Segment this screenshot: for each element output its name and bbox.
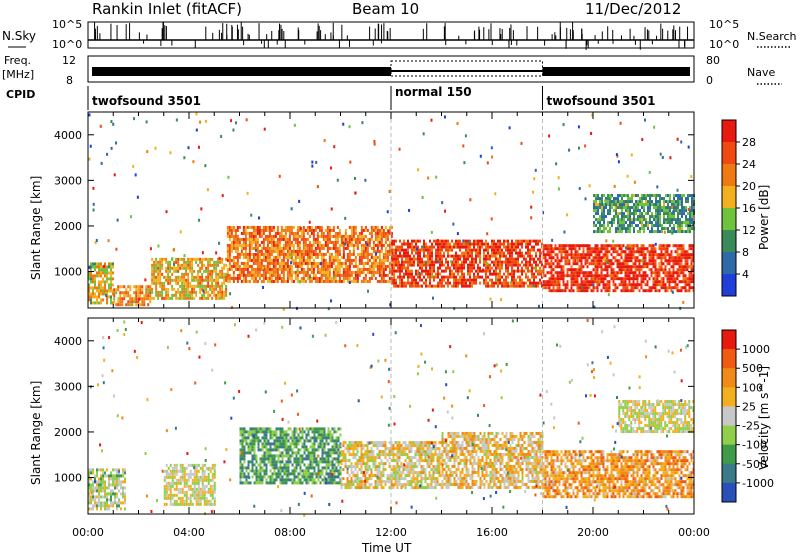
colorbar-tick-label: 100 [742, 381, 763, 394]
power-heatmap [88, 112, 695, 311]
colorbar-swatch [722, 230, 736, 253]
x-tick-label: 00:00 [678, 526, 710, 539]
nsky-panel: N.Sky 10^5 10^0 10^5 10^0 N.Search [2, 18, 797, 51]
cpid-label: CPID [6, 88, 35, 101]
power-grid [390, 112, 543, 308]
velocity-ylabel: Slant Range [km] [29, 381, 43, 485]
y-tick-label: 2000 [54, 220, 82, 233]
colorbar-swatch [722, 186, 736, 209]
freq-tick-high: 12 [62, 54, 76, 67]
x-tick-label: 08:00 [274, 526, 306, 539]
power-panel: 1000 2000 3000 4000 Slant Range [km] [29, 111, 695, 311]
freq-label: Freq. [4, 54, 31, 67]
freq-trace-b [542, 67, 690, 76]
colorbar-swatch [722, 349, 736, 369]
beam-title: Beam 10 [352, 0, 420, 18]
nsky-tick-low: 10^0 [52, 38, 82, 51]
y-tick-label: 4000 [54, 335, 82, 348]
colorbar-tick-label: 16 [742, 202, 756, 215]
nsky-tick-high: 10^5 [52, 18, 82, 31]
power-ylabel: Slant Range [km] [29, 176, 43, 280]
colorbar-swatch [722, 387, 736, 407]
colorbar-swatch [722, 444, 736, 465]
colorbar-tick-label: 500 [742, 362, 763, 375]
y-tick-label: 4000 [54, 129, 82, 142]
colorbar-tick-label: 8 [742, 246, 749, 259]
colorbar-tick-label: 20 [742, 180, 756, 193]
colorbar-swatch [722, 482, 736, 503]
colorbar-swatch [722, 425, 736, 446]
nave-label: Nave [747, 66, 775, 79]
nave-tick-high: 80 [706, 54, 720, 67]
colorbar-tick-label: 4 [742, 268, 749, 281]
freq-trace-a [92, 67, 391, 76]
x-tick-label: 20:00 [577, 526, 609, 539]
colorbar-tick-label: 24 [742, 158, 756, 171]
colorbar-swatch [722, 120, 736, 143]
x-tick-label: 04:00 [173, 526, 205, 539]
y-tick-label: 2000 [54, 426, 82, 439]
cpid-mode-2: normal 150 [395, 85, 472, 99]
y-tick-label: 3000 [54, 174, 82, 187]
power-colorbar-label: Power [dB] [757, 185, 771, 250]
x-tick-label: 00:00 [72, 526, 104, 539]
y-tick-label: 1000 [54, 266, 82, 279]
x-tick-label: 12:00 [375, 526, 407, 539]
nsearch-tick-low: 10^0 [709, 38, 739, 51]
colorbar-swatch [722, 368, 736, 388]
colorbar-swatch [722, 274, 736, 297]
velocity-panel: 1000 2000 3000 4000 00:00 04:00 08:00 12:00 16:… [29, 317, 710, 554]
velocity-heatmap [88, 318, 695, 517]
velocity-colorbar-label: Velocity [m s^-1] [757, 366, 771, 470]
velocity-colorbar: -1000 -500 -100 -25 25 100 500 1000 [721, 329, 774, 503]
colorbar-swatch [722, 252, 736, 275]
velocity-xlabel: Time UT [361, 541, 412, 554]
colorbar-swatch [722, 164, 736, 187]
cpid-mode-1: twofsound 3501 [92, 94, 201, 108]
freq-unit: [MHz] [2, 68, 34, 81]
colorbar-tick-label: 25 [742, 400, 756, 413]
nsearch-tick-high: 10^5 [709, 18, 739, 31]
freq-trace-normal [390, 60, 543, 77]
y-tick-label: 1000 [54, 472, 82, 485]
colorbar-tick-label: -1000 [742, 477, 774, 490]
velocity-x-axis: 00:00 04:00 08:00 12:00 16:00 20:00 00:00 [72, 526, 710, 539]
y-tick-label: 3000 [54, 380, 82, 393]
cpid-row: CPID twofsound 3501 normal 150 twofsound… [6, 85, 655, 110]
freq-panel: Freq. [MHz] 12 8 80 0 Nave [2, 54, 782, 87]
velocity-grid [390, 318, 543, 514]
colorbar-swatch [722, 208, 736, 231]
colorbar-swatch [722, 406, 736, 427]
colorbar-swatch [722, 463, 736, 484]
date-title: 11/Dec/2012 [585, 0, 682, 18]
colorbar-tick-label: 28 [742, 136, 756, 149]
colorbar-swatch [722, 330, 736, 350]
colorbar-tick-label: -25 [742, 420, 760, 433]
colorbar-swatch [722, 142, 736, 165]
freq-tick-low: 8 [66, 74, 73, 87]
cpid-mode-3: twofsound 3501 [547, 94, 656, 108]
power-colorbar: 4 8 12 16 20 24 28 [721, 119, 756, 297]
colorbar-tick-label: 12 [742, 224, 756, 237]
nsearch-label: N.Search [747, 30, 797, 43]
x-tick-label: 16:00 [476, 526, 508, 539]
power-y-axis: 1000 2000 3000 4000 [54, 112, 695, 308]
velocity-y-axis: 1000 2000 3000 4000 [54, 318, 695, 514]
colorbar-tick-label: -100 [742, 439, 767, 452]
colorbar-tick-label: 1000 [742, 343, 770, 356]
nsky-trace [88, 22, 694, 50]
nsky-label: N.Sky [2, 29, 36, 43]
radar-title: Rankin Inlet (fitACF) [92, 0, 243, 18]
nave-tick-low: 0 [706, 74, 713, 87]
colorbar-tick-label: -500 [742, 458, 767, 471]
